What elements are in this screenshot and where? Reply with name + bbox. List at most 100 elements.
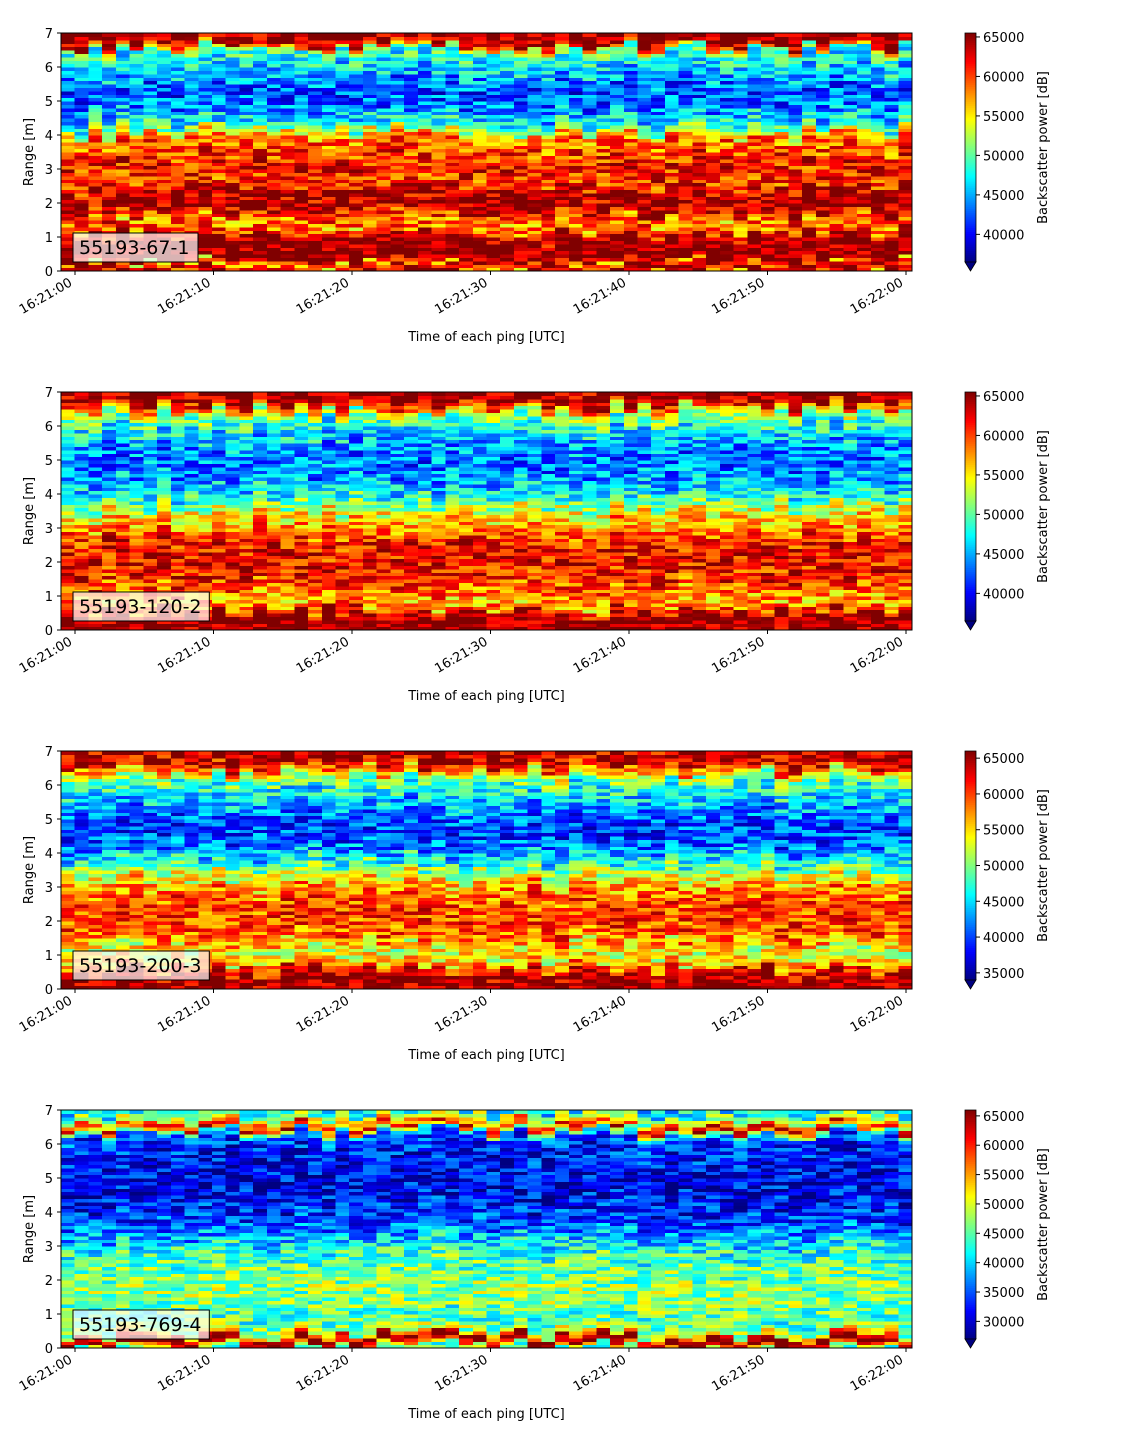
heatmap-cell [487,244,501,248]
heatmap-cell [541,227,555,231]
heatmap-cell [212,183,226,187]
heatmap-cell [102,166,116,170]
heatmap-cell [226,251,240,255]
heatmap-cell [102,132,116,136]
x-axis-label: Time of each ping [UTC] [407,330,565,345]
heatmap-cell [761,217,775,221]
heatmap-cell [418,264,432,268]
heatmap-cell [871,183,885,187]
heatmap-cell [253,234,267,238]
heatmap-cell [528,234,542,238]
heatmap-cell [528,149,542,153]
heatmap-cell [816,159,830,163]
heatmap-cell [679,244,693,248]
heatmap-cell [185,159,199,163]
heatmap-cell [75,227,89,231]
y-axis-label: Range [m] [22,118,37,186]
heatmap-cell [857,193,871,197]
heatmap-cell [212,244,226,248]
heatmap-cell [720,159,734,163]
heatmap-cell [679,132,693,136]
heatmap-cell [404,142,418,146]
heatmap-cell [253,132,267,136]
heatmap-cell [349,227,363,231]
heatmap-cell [418,234,432,238]
heatmap-cell [514,176,528,180]
heatmap-cell [788,142,802,146]
heatmap-cell [473,142,487,146]
heatmap-cell [747,193,761,197]
heatmap-cell [390,193,404,197]
heatmap-cell [445,193,459,197]
heatmap-cell [116,402,130,406]
heatmap-cell [198,200,212,204]
heatmap-cell [336,132,350,136]
heatmap-cell [871,264,885,268]
heatmap-cell [267,166,281,170]
heatmap-cell [212,33,226,37]
heatmap-cell [816,149,830,153]
heatmap-cell [88,474,102,478]
heatmap-cell [720,244,734,248]
heatmap-cell [116,504,130,508]
heatmap-cell [267,264,281,268]
heatmap-cell [308,149,322,153]
heatmap-cell [157,264,171,268]
heatmap-cell [102,457,116,461]
heatmap-cell [706,142,720,146]
heatmap-cell [857,200,871,204]
heatmap-cell [692,200,706,204]
heatmap-cell [102,200,116,204]
heatmap-cell [775,234,789,238]
heatmap-cell [143,460,157,464]
heatmap-cell [459,159,473,163]
heatmap-cell [61,176,75,180]
heatmap-cell [624,217,638,221]
heatmap-cell [761,132,775,136]
heatmap-cell [239,132,253,136]
heatmap-cell [404,176,418,180]
heatmap-cell [116,409,130,413]
heatmap-cell [349,183,363,187]
heatmap-cell [816,33,830,37]
heatmap-cell [679,210,693,214]
heatmap-cell [487,210,501,214]
heatmap-cell [130,200,144,204]
heatmap-cell [432,244,446,248]
heatmap-cell [432,210,446,214]
heatmap-cell [61,426,75,430]
colorbar-tick-label: 65000 [983,31,1024,46]
heatmap-cell [514,149,528,153]
heatmap-cell [130,264,144,268]
heatmap-cell [445,251,459,255]
heatmap-cell [253,176,267,180]
heatmap-cell [596,142,610,146]
heatmap-cell [802,193,816,197]
heatmap-cell [432,217,446,221]
heatmap-cell [528,142,542,146]
heatmap-cell [88,193,102,197]
heatmap-cell [294,210,308,214]
heatmap-cell [788,159,802,163]
heatmap-cell [843,193,857,197]
heatmap-cell [802,149,816,153]
heatmap-cell [541,166,555,170]
heatmap-cell [75,443,89,447]
heatmap-cell [418,33,432,37]
heatmap-cell [116,491,130,495]
heatmap-cell [102,392,116,396]
heatmap-cell [500,200,514,204]
heatmap-cell [637,210,651,214]
heatmap-cell [143,423,157,427]
heatmap-cell [857,264,871,268]
heatmap-cell [75,200,89,204]
colorbar-tick-label: 55000 [983,110,1024,125]
heatmap-cell [720,142,734,146]
heatmap-cell [665,200,679,204]
heatmap-cell [802,251,816,255]
heatmap-cell [747,264,761,268]
heatmap-cell [404,264,418,268]
heatmap-cell [583,264,597,268]
heatmap-cell [281,149,295,153]
heatmap-cell [61,491,75,495]
